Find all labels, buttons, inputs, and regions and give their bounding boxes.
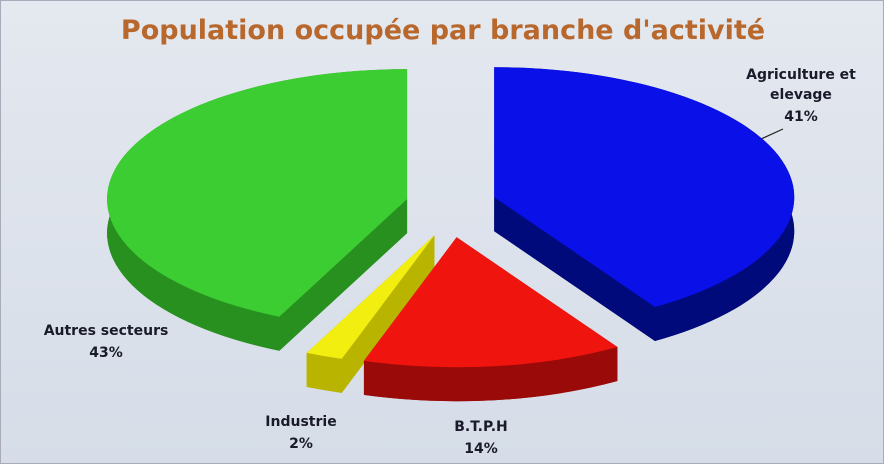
slice-side — [279, 199, 408, 351]
value-label: 43% — [89, 345, 123, 361]
slice — [306, 235, 435, 359]
value-label: 41% — [784, 109, 818, 125]
slice — [363, 237, 618, 368]
slice-side — [494, 197, 655, 341]
slice-label: Autres secteurs — [43, 323, 169, 339]
slice-rim — [306, 352, 342, 393]
slice — [494, 67, 795, 307]
value-label: 14% — [464, 441, 498, 457]
value-label: 2% — [289, 436, 313, 452]
slice-rim — [363, 347, 618, 402]
leader-line — [760, 128, 784, 140]
slice-label: Industrie — [265, 414, 337, 430]
slice-label: Agriculture et elevage — [746, 67, 856, 103]
slice — [107, 69, 408, 317]
slice-label: B.T.P.H — [454, 419, 508, 435]
chart-title: Population occupée par branche d'activit… — [120, 15, 766, 46]
